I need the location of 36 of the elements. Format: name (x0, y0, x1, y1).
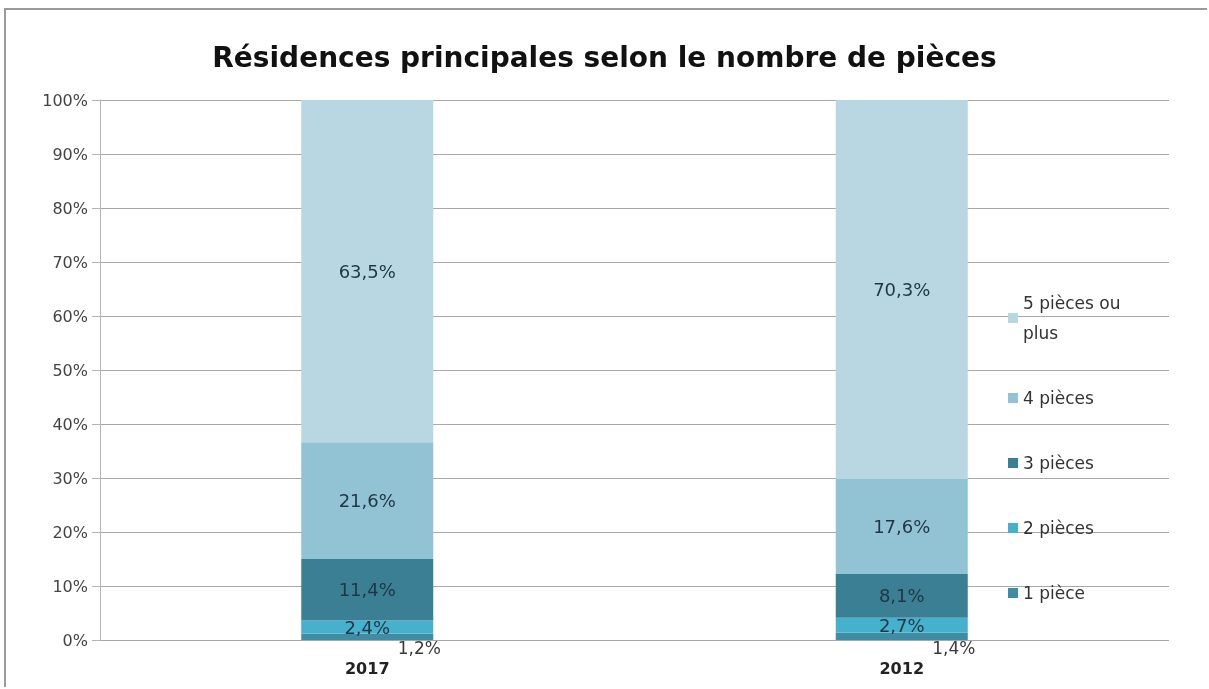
y-tick-label: 0% (62, 630, 88, 650)
y-tick-label: 60% (52, 306, 88, 326)
data-label: 17,6% (873, 516, 931, 538)
legend-label: 3 pièces (1023, 453, 1094, 473)
y-tick-label: 80% (52, 198, 88, 218)
chart-title: Résidences principales selon le nombre de pièces (212, 40, 997, 74)
y-tick-label: 10% (52, 576, 88, 596)
x-tick-label: 2012 (879, 658, 925, 678)
bar (835, 574, 968, 618)
bar (301, 559, 434, 621)
data-label: 70,3% (873, 279, 931, 301)
bar (301, 442, 434, 559)
y-tick-label: 40% (52, 414, 88, 434)
y-tick-label: 20% (52, 522, 88, 542)
legend-label: 2 pièces (1023, 518, 1094, 538)
bar (301, 100, 434, 443)
y-tick-label: 90% (52, 144, 88, 164)
bar (835, 632, 968, 640)
y-tick-label: 30% (52, 468, 88, 488)
data-label: 2,4% (344, 616, 391, 638)
data-label: 1,4% (932, 637, 976, 658)
y-tick-label: 70% (52, 252, 88, 272)
data-label: 1,2% (397, 637, 441, 658)
data-label: 21,6% (338, 490, 396, 512)
data-label: 2,7% (878, 614, 925, 636)
y-tick-label: 100% (42, 90, 88, 110)
legend-label: 1 pièce (1023, 583, 1085, 603)
bar (835, 479, 968, 575)
data-label: 11,4% (338, 579, 396, 601)
legend-label: 4 pièces (1023, 388, 1094, 408)
data-label: 8,1% (878, 585, 925, 607)
legend-label: 5 pièces ou plus (1023, 293, 1126, 343)
bar (835, 100, 968, 480)
x-tick-label: 2017 (344, 658, 390, 678)
y-tick-label: 50% (52, 360, 88, 380)
data-label: 63,5% (338, 260, 396, 282)
